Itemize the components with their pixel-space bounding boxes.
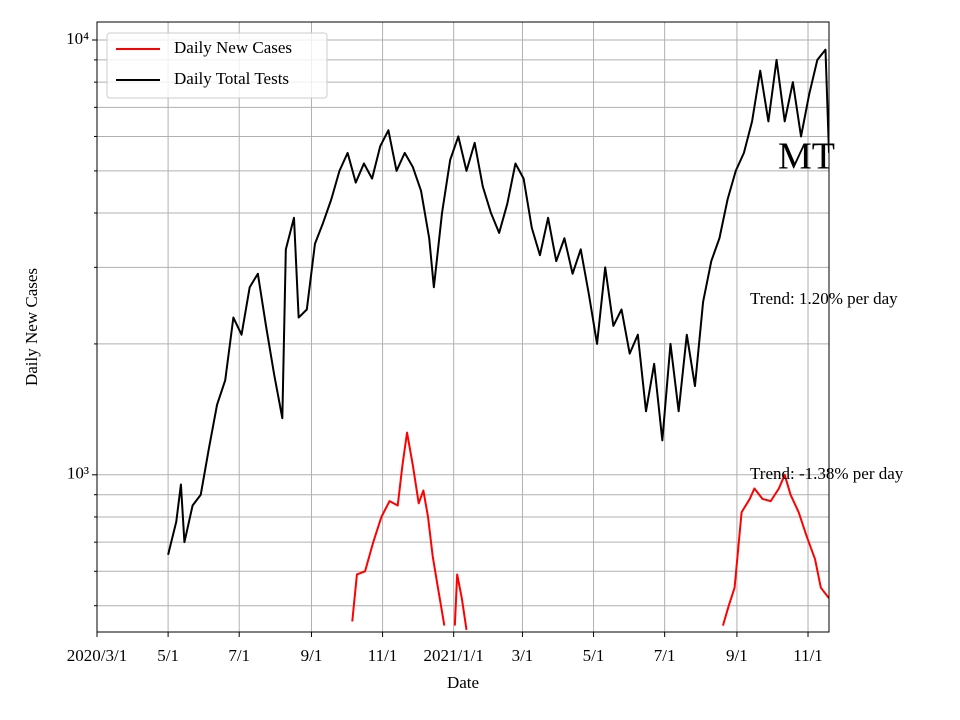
x-tick-label: 7/1	[228, 646, 250, 665]
ticks: 2020/3/1 5/1 7/1 9/1 11/1 2021/1/1 3/1 5/1 7/1 9/…	[66, 29, 823, 665]
x-tick-label: 7/1	[654, 646, 676, 665]
x-tick-label: 2020/3/1	[67, 646, 127, 665]
legend-label: Daily Total Tests	[174, 69, 289, 88]
legend-label: Daily New Cases	[174, 38, 292, 57]
legend: Daily New Cases Daily Total Tests	[106, 32, 328, 99]
plot-lines	[167, 48, 829, 630]
annotation: Trend: 1.20% per day	[750, 289, 898, 308]
plot-frame	[96, 21, 830, 633]
annotation: Trend: -1.38% per day	[750, 464, 904, 483]
x-tick-label: 9/1	[301, 646, 323, 665]
series-line	[167, 48, 829, 555]
y-axis-label: Daily New Cases	[22, 268, 41, 386]
x-tick-label: 5/1	[583, 646, 605, 665]
x-tick-label: 3/1	[512, 646, 534, 665]
series-line	[351, 431, 829, 630]
x-tick-label: 9/1	[726, 646, 748, 665]
x-axis-label: Date	[447, 673, 479, 692]
annotation: MT	[778, 136, 835, 178]
legend-box	[106, 32, 328, 99]
y-tick-label: 10⁴	[66, 29, 89, 48]
x-tick-label: 11/1	[793, 646, 823, 665]
y-tick-label: 10³	[67, 464, 89, 483]
x-tick-label: 5/1	[157, 646, 179, 665]
x-tick-label: 2021/1/1	[423, 646, 483, 665]
x-tick-label: 11/1	[368, 646, 398, 665]
grid	[96, 22, 829, 632]
